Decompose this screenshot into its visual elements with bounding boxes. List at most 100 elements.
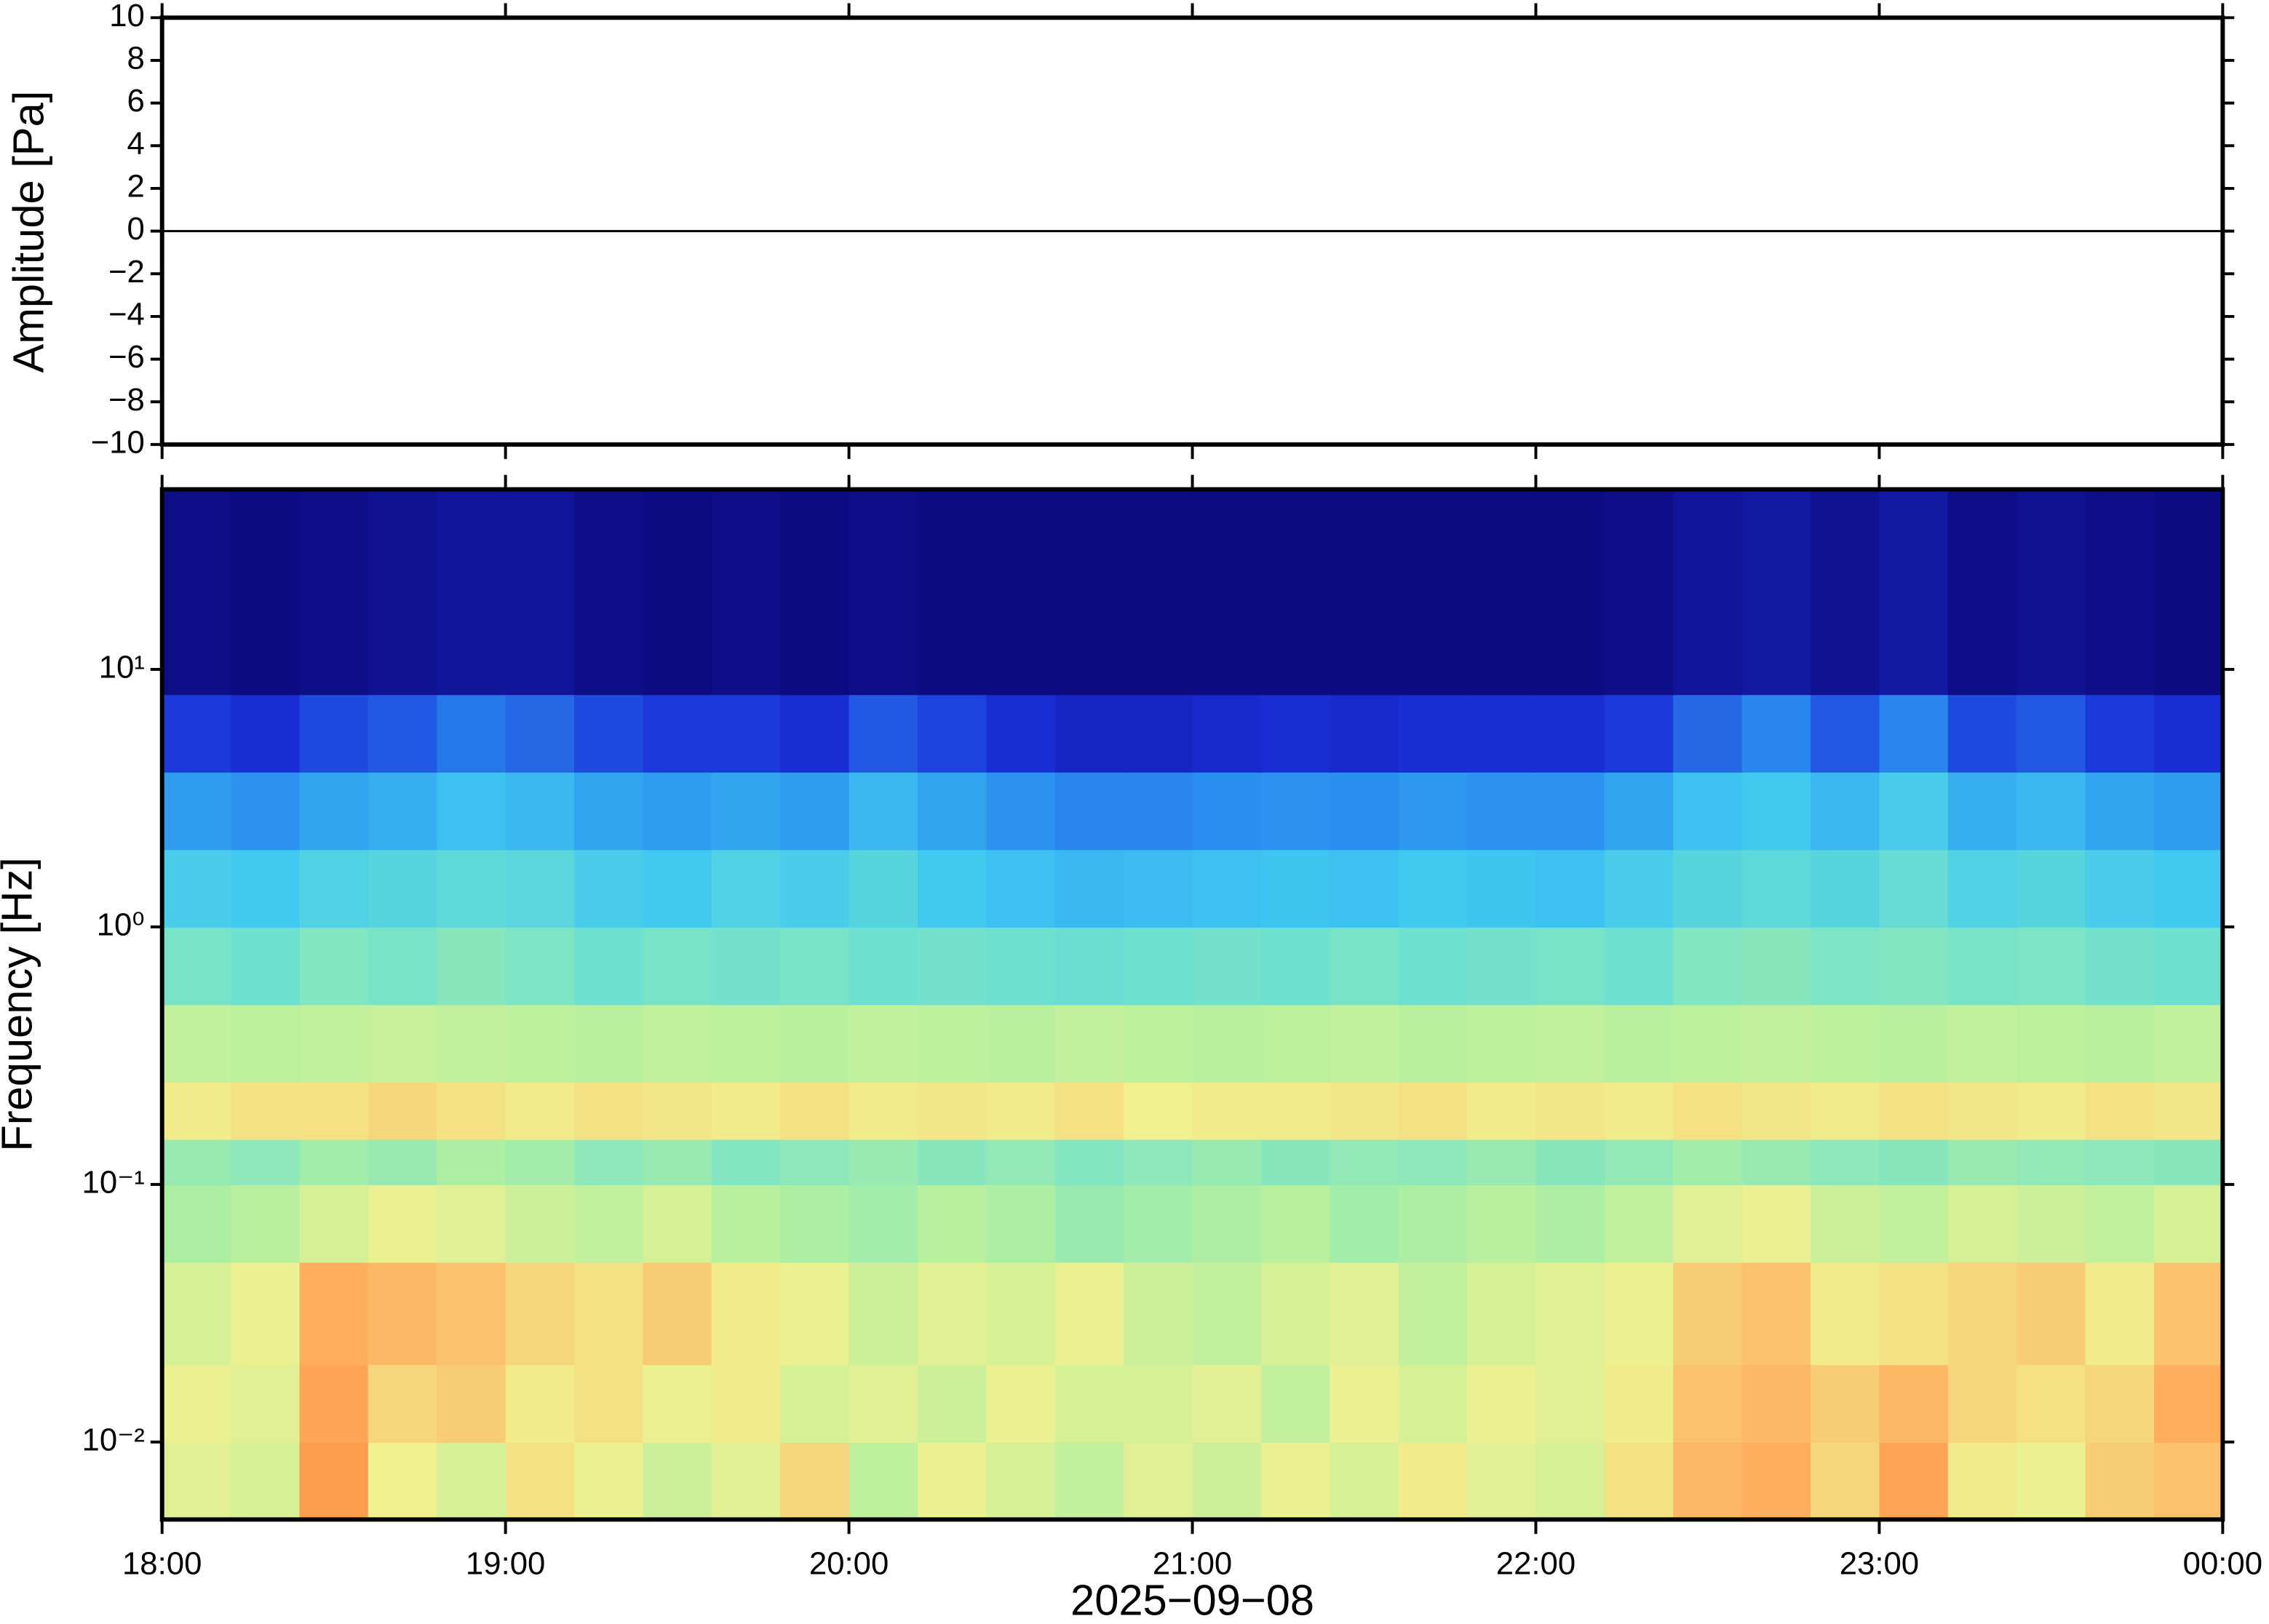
spectrogram-cell xyxy=(1192,1184,1262,1263)
spectrogram-cell xyxy=(917,849,988,928)
spectrogram-cell xyxy=(1741,849,1812,928)
spectrogram-cell xyxy=(1879,1184,1949,1263)
y-axis-label: Frequency [Hz] xyxy=(0,857,41,1151)
spectrogram-cell xyxy=(299,1441,369,1521)
spectrogram-cell xyxy=(574,1262,644,1366)
spectrogram-cell xyxy=(1124,1262,1193,1366)
spectrogram-cell xyxy=(2153,849,2224,928)
spectrogram-cell xyxy=(986,1004,1056,1083)
spectrogram-cell xyxy=(1124,1184,1193,1263)
spectrogram-cell xyxy=(1811,1441,1880,1521)
spectrogram-cell xyxy=(1330,1262,1399,1366)
spectrogram-cell xyxy=(1947,489,2018,696)
spectrogram-cell xyxy=(849,926,918,1006)
spectrogram-cell xyxy=(1260,1184,1331,1263)
spectrogram-cell xyxy=(299,694,369,773)
spectrogram-cell xyxy=(2085,1139,2155,1185)
spectrogram-cell xyxy=(1604,489,1674,696)
spectrogram-cell xyxy=(1811,1364,1880,1443)
spectrogram-cell xyxy=(1260,926,1331,1006)
spectrogram-cell xyxy=(574,1441,644,1521)
spectrogram-cell xyxy=(1330,694,1399,773)
spectrogram-cell xyxy=(2153,1364,2224,1443)
spectrogram-cell xyxy=(505,1184,576,1263)
spectrogram-cell xyxy=(917,771,988,851)
spectrogram-cell xyxy=(1330,849,1399,928)
spectrogram-cell xyxy=(574,1364,644,1443)
spectrogram-cell xyxy=(1535,1441,1605,1521)
spectrogram-cell xyxy=(1398,1364,1469,1443)
spectrogram-cell xyxy=(917,1184,988,1263)
spectrogram-cell xyxy=(780,1139,850,1185)
spectrogram-cell xyxy=(711,1441,782,1521)
spectrogram-cell xyxy=(917,1004,988,1083)
spectrogram-cell xyxy=(711,1082,782,1140)
spectrogram-cell xyxy=(505,849,576,928)
spectrogram-cell xyxy=(162,1262,232,1366)
spectrogram-cell xyxy=(917,1082,988,1140)
spectrogram-cell xyxy=(1947,1082,2018,1140)
spectrogram-cell xyxy=(1604,1004,1674,1083)
spectrogram-cell xyxy=(1260,771,1331,851)
spectrogram-cell xyxy=(986,1184,1056,1263)
spectrogram-cell xyxy=(1604,1139,1674,1185)
spectrogram-cell xyxy=(780,1004,850,1083)
y-tick-label: 6 xyxy=(127,83,145,119)
spectrogram-cell xyxy=(1879,694,1949,773)
spectrogram-cell xyxy=(2085,1364,2155,1443)
spectrogram-cell xyxy=(1673,489,1743,696)
spectrogram-cell xyxy=(231,694,301,773)
spectrogram-cell xyxy=(849,489,918,696)
spectrogram-cell xyxy=(2016,771,2086,851)
spectrogram-cell xyxy=(780,849,850,928)
spectrogram-cell xyxy=(437,489,506,696)
spectrogram-cell xyxy=(643,1139,712,1185)
spectrogram-cell xyxy=(1467,1139,1537,1185)
spectrogram-cell xyxy=(162,849,232,928)
spectrogram-cell xyxy=(299,1139,369,1185)
spectrogram-cell xyxy=(2085,1082,2155,1140)
spectrogram-cell xyxy=(1604,1364,1674,1443)
spectrogram-cell xyxy=(1947,1004,2018,1083)
spectrogram-cell xyxy=(231,926,301,1006)
spectrogram-cell xyxy=(849,1184,918,1263)
spectrogram-cell xyxy=(1398,1082,1469,1140)
spectrogram-cell xyxy=(711,694,782,773)
spectrogram-cell xyxy=(1398,771,1469,851)
spectrogram-cell xyxy=(1673,694,1743,773)
y-tick-label: 4 xyxy=(127,126,145,162)
spectrogram-cell xyxy=(780,694,850,773)
spectrogram-cell xyxy=(1330,1082,1399,1140)
spectrogram-cell xyxy=(437,1262,506,1366)
spectrogram-cell xyxy=(1330,1139,1399,1185)
spectrogram-cell xyxy=(1741,1364,1812,1443)
spectrogram-cell xyxy=(1330,1364,1399,1443)
spectrogram-cell xyxy=(1330,1004,1399,1083)
spectrogram-cell xyxy=(1673,1082,1743,1140)
spectrogram-cell xyxy=(1879,1004,1949,1083)
spectrogram-cell xyxy=(780,1184,850,1263)
spectrogram-cell xyxy=(1673,849,1743,928)
spectrogram-cell xyxy=(1192,926,1262,1006)
spectrogram-cell xyxy=(231,849,301,928)
spectrogram-cell xyxy=(1330,1441,1399,1521)
x-tick-label: 23:00 xyxy=(1840,1546,1919,1582)
spectrogram-cell xyxy=(1741,926,1812,1006)
spectrogram-cell xyxy=(2153,926,2224,1006)
spectrogram-cell xyxy=(1604,694,1674,773)
spectrogram-cell xyxy=(1741,1184,1812,1263)
spectrogram-cell xyxy=(780,1262,850,1366)
spectrogram-cell xyxy=(2016,1004,2086,1083)
spectrogram-cell xyxy=(162,1082,232,1140)
spectrogram-cell xyxy=(505,1082,576,1140)
spectrogram-cell xyxy=(1192,1364,1262,1443)
spectrogram-cell xyxy=(1604,1441,1674,1521)
spectrogram-cell xyxy=(299,771,369,851)
spectrogram-cell xyxy=(1260,489,1331,696)
spectrogram-cell xyxy=(367,489,438,696)
spectrogram-cell xyxy=(367,694,438,773)
spectrogram-cell xyxy=(367,1004,438,1083)
spectrogram-cell xyxy=(1741,1082,1812,1140)
